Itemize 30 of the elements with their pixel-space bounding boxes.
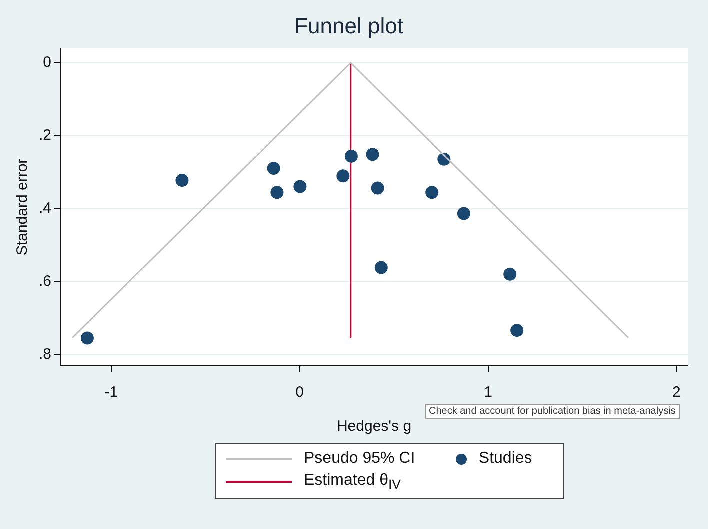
chart-title: Funnel plot xyxy=(294,13,404,38)
point xyxy=(270,186,284,200)
point xyxy=(267,162,280,176)
y-tick-label: .4 xyxy=(38,200,52,218)
point xyxy=(374,261,388,274)
point xyxy=(336,170,350,183)
x-tick-label: 0 xyxy=(296,384,304,402)
y-tick-label: .6 xyxy=(38,273,52,290)
legend-label: Pseudo 95% CI xyxy=(304,450,416,468)
x-axis-title: Hedges's g xyxy=(336,418,412,436)
point xyxy=(344,150,358,163)
point xyxy=(510,324,524,338)
point xyxy=(294,180,307,194)
point xyxy=(426,186,439,200)
x-tick-label: 2 xyxy=(672,384,681,402)
point xyxy=(80,332,94,345)
point xyxy=(176,174,189,188)
x-tick-label: 1 xyxy=(484,384,492,402)
point xyxy=(366,148,380,162)
y-tick-label: .2 xyxy=(38,127,52,144)
point xyxy=(457,207,470,220)
point xyxy=(504,268,517,281)
y-tick-label: 0 xyxy=(43,54,52,72)
y-axis-title: Standard error xyxy=(14,158,32,256)
x-tick-label: -1 xyxy=(104,384,118,402)
text: Check and account for publication bias in meta-analysis xyxy=(425,404,680,419)
y-tick-label: .8 xyxy=(38,346,52,364)
legend-label: Studies xyxy=(478,450,532,468)
legend-label: Estimated θ$_{IV}$ xyxy=(304,472,402,492)
point xyxy=(371,182,384,195)
